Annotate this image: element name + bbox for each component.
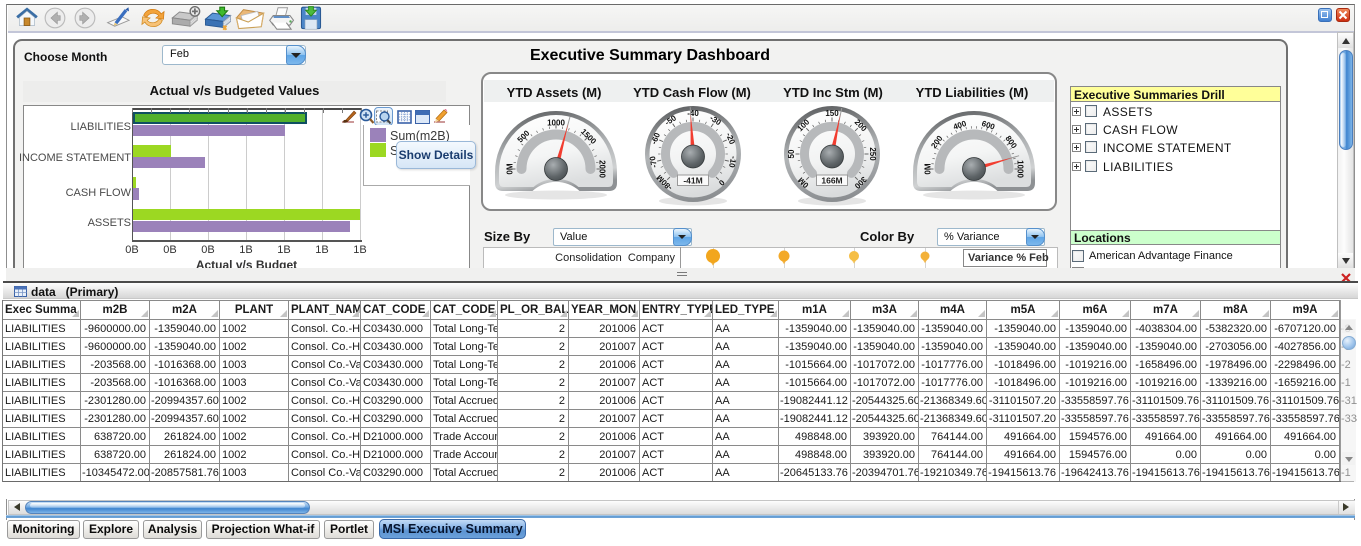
- svg-text:-70: -70: [648, 155, 659, 169]
- svg-text:250: 250: [868, 147, 877, 161]
- svg-text:166M: 166M: [821, 176, 842, 186]
- svg-text:1000: 1000: [547, 119, 565, 128]
- svg-text:400: 400: [952, 119, 968, 132]
- svg-text:0M: 0M: [506, 163, 515, 174]
- svg-text:50: 50: [787, 149, 796, 158]
- svg-text:0M: 0M: [924, 163, 933, 174]
- svg-text:-41M: -41M: [683, 176, 702, 186]
- svg-text:-40: -40: [687, 109, 699, 118]
- svg-text:-10: -10: [727, 155, 738, 169]
- svg-text:-60: -60: [649, 131, 662, 146]
- svg-text:2000: 2000: [597, 160, 606, 178]
- svg-text:600: 600: [980, 119, 996, 132]
- svg-text:-20: -20: [724, 131, 737, 146]
- svg-text:0: 0: [716, 178, 726, 188]
- svg-text:150: 150: [825, 109, 839, 118]
- svg-text:1000: 1000: [1015, 160, 1024, 178]
